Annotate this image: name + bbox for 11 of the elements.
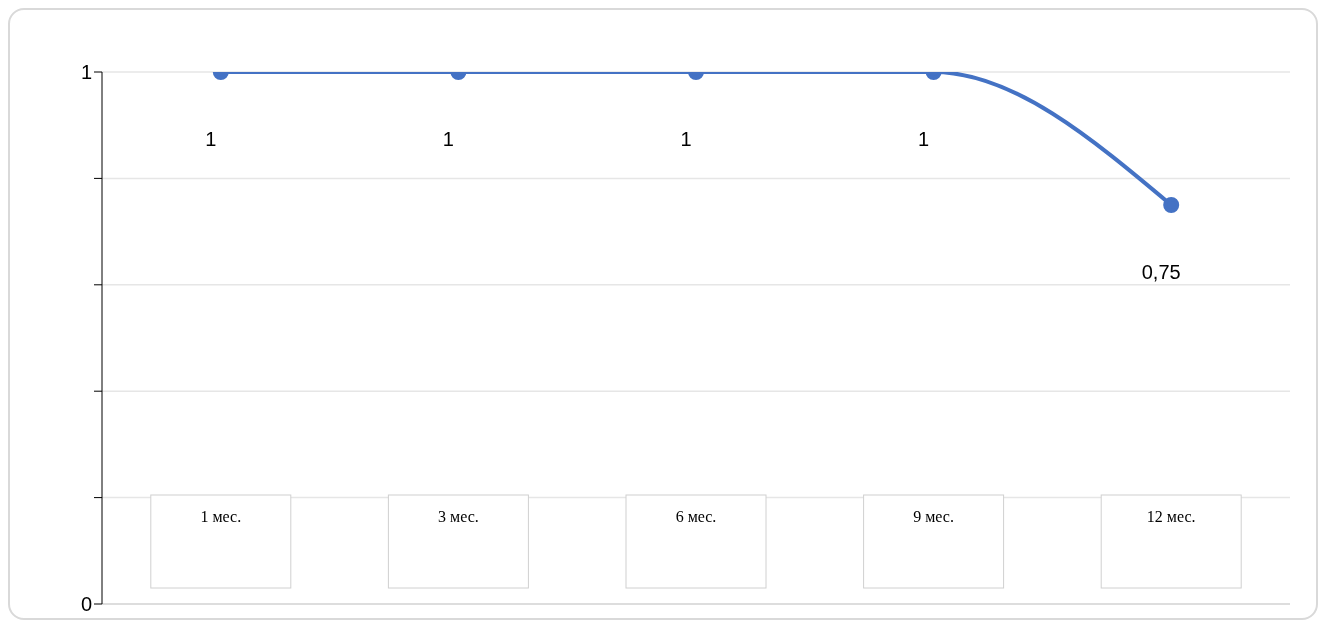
- data-label: 1: [680, 128, 692, 150]
- x-tick-label: 3 мес.: [438, 508, 479, 525]
- data-label: 0,75: [1141, 261, 1181, 283]
- data-label: 1: [205, 128, 217, 150]
- y-tick-label: 0: [80, 593, 92, 616]
- x-tick-label: 9 мес.: [913, 508, 954, 525]
- x-tick-label: 12 мес.: [1146, 508, 1196, 525]
- data-label: 1: [918, 128, 930, 150]
- data-label: 1: [442, 128, 454, 150]
- x-tick-label: 1 мес.: [200, 508, 242, 525]
- x-tick-label: 6 мес.: [675, 508, 717, 525]
